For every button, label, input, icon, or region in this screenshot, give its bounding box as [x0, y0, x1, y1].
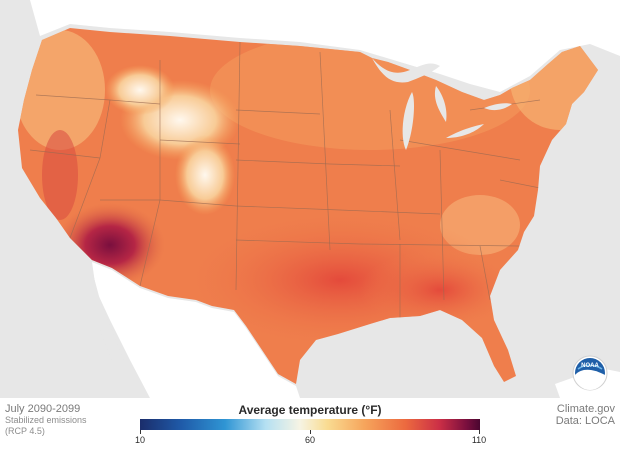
lake-ontario [484, 103, 512, 111]
temperature-map: NOAA [18, 0, 620, 398]
noaa-logo-text: NOAA [581, 363, 599, 369]
legend-color-bar [140, 419, 480, 430]
map-area: NOAA [0, 0, 620, 398]
legend-tick-mid [310, 430, 311, 434]
lake-superior [372, 58, 440, 83]
period-label: July 2090-2099 [5, 403, 81, 415]
scenario-line-2: (RCP 4.5) [5, 426, 45, 436]
gulf-of-california [90, 270, 132, 392]
legend-tick-max [479, 430, 480, 434]
scenario-label: Stabilized emissions (RCP 4.5) [5, 415, 125, 437]
legend-tick-label-max: 110 [471, 435, 487, 445]
temperature-field [18, 30, 598, 350]
legend-title: Average temperature (°F) [238, 403, 382, 417]
credit: Climate.gov Data: LOCA [556, 403, 615, 427]
scenario-line-1: Stabilized emissions [5, 415, 87, 425]
mexico-landmass [92, 262, 300, 398]
credit-source: Climate.gov [556, 403, 615, 415]
lake-erie [446, 124, 484, 138]
footer: July 2090-2099 Stabilized emissions (RCP… [0, 398, 620, 450]
noaa-logo: NOAA [572, 355, 608, 391]
lake-huron [434, 86, 447, 122]
legend-tick-min [140, 430, 141, 434]
credit-data: Data: LOCA [555, 415, 615, 427]
legend-tick-label-mid: 60 [304, 435, 315, 445]
legend-tick-label-min: 10 [134, 435, 145, 445]
canada-landmass [30, 0, 620, 92]
lake-michigan [402, 92, 414, 150]
